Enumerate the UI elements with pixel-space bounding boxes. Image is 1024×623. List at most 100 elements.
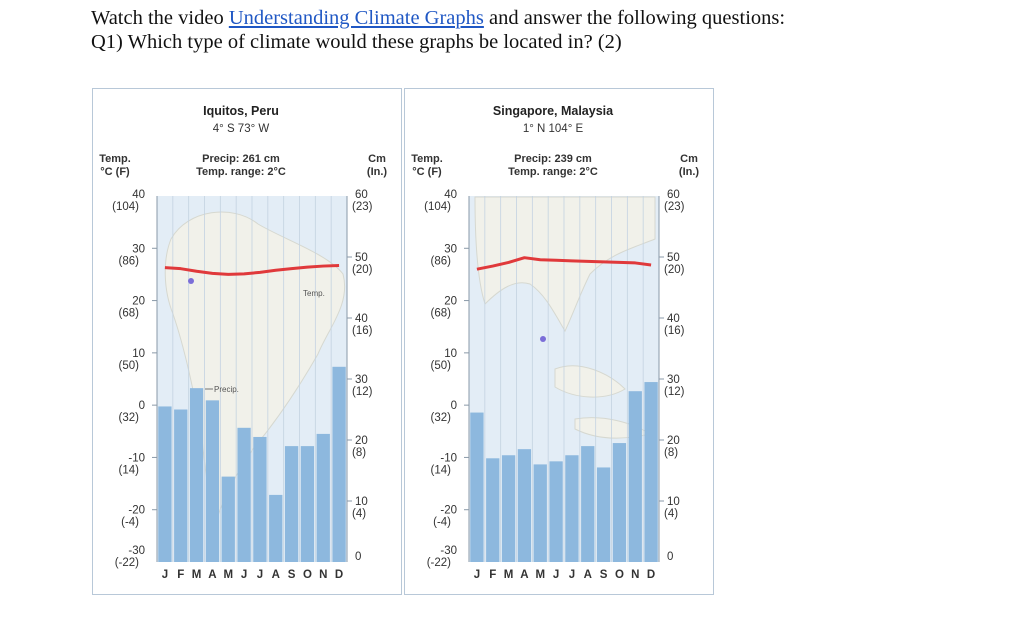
left-tick-celsius: 20 [444, 296, 457, 308]
temp-range: Temp. range: 2°C [508, 166, 598, 178]
left-axis-title: Temp. [411, 153, 443, 165]
right-tick-inches: (20) [352, 264, 373, 276]
month-label: J [162, 569, 168, 581]
precip-bar [501, 455, 516, 562]
right-tick-inches: (12) [352, 386, 373, 398]
climate-graph-svg: Singapore, Malaysia 1° N 104° E Precip: 23… [411, 104, 699, 581]
right-tick-inches: (16) [352, 325, 373, 337]
right-tick-inches: (20) [664, 264, 685, 276]
precip-bar [158, 406, 172, 562]
month-label: N [319, 569, 327, 581]
right-tick-cm: 10 [667, 496, 680, 508]
intro-prefix: Watch the video [91, 7, 229, 29]
month-label: M [192, 569, 202, 581]
temperature-line [476, 256, 652, 271]
month-label: S [600, 569, 608, 581]
left-tick-fahrenheit: (68) [431, 308, 452, 320]
question-1: Q1) Which type of climate would these gr… [91, 31, 622, 53]
video-link[interactable]: Understanding Climate Graphs [228, 7, 484, 29]
month-label: M [223, 569, 233, 581]
left-tick-celsius: -30 [440, 545, 457, 557]
location-dot [540, 336, 546, 342]
right-tick-cm: 50 [355, 252, 368, 264]
month-label: A [584, 569, 592, 581]
left-tick-fahrenheit: (104) [112, 201, 139, 213]
month-label: J [474, 569, 480, 581]
month-label: M [504, 569, 514, 581]
question-intro: Watch the video Understanding Climate Gr… [91, 6, 785, 30]
month-label: F [177, 569, 184, 581]
left-tick-celsius: 0 [451, 400, 457, 412]
left-axis-unit: °C (F) [100, 166, 130, 178]
month-label: M [535, 569, 545, 581]
precip-bar [332, 366, 346, 562]
left-tick-fahrenheit: (-22) [427, 557, 451, 569]
left-tick-fahrenheit: (50) [431, 360, 452, 372]
precip-bar [612, 443, 627, 562]
left-tick-fahrenheit: (-22) [115, 557, 139, 569]
right-tick-cm: 20 [355, 435, 368, 447]
precip-bar [174, 409, 188, 562]
left-tick-celsius: -10 [128, 452, 145, 464]
left-tick-celsius: 0 [139, 400, 145, 412]
chart-title: Iquitos, Peru [203, 104, 279, 118]
left-axis-title: Temp. [99, 153, 131, 165]
left-tick-celsius: 10 [444, 348, 457, 360]
left-tick-fahrenheit: (104) [424, 201, 451, 213]
left-tick-celsius: 30 [132, 243, 145, 255]
right-tick-inches: (8) [352, 447, 366, 459]
left-tick-celsius: -20 [440, 505, 457, 517]
month-label: J [257, 569, 263, 581]
right-axis-unit: (In.) [679, 166, 699, 178]
precip-total: Precip: 239 cm [514, 153, 592, 165]
left-tick-fahrenheit: (68) [119, 308, 140, 320]
month-label: O [615, 569, 624, 581]
right-tick-inches: (16) [664, 325, 685, 337]
precip-bar [269, 494, 283, 562]
right-tick-cm: 30 [667, 374, 680, 386]
right-tick-inches: (23) [664, 201, 685, 213]
right-tick-cm: 40 [667, 313, 680, 325]
month-label: A [272, 569, 280, 581]
chart-title: Singapore, Malaysia [493, 104, 614, 118]
precip-bar [205, 400, 220, 562]
precip-bar [189, 388, 204, 562]
left-tick-celsius: -30 [128, 545, 145, 557]
location-dot [188, 278, 194, 284]
temp-range: Temp. range: 2°C [196, 166, 286, 178]
month-label: J [241, 569, 247, 581]
left-tick-fahrenheit: (32) [431, 412, 452, 424]
left-tick-celsius: -20 [128, 505, 145, 517]
right-tick-inches: (8) [664, 447, 678, 459]
precip-bar [221, 476, 235, 562]
temp-annotation: Temp. [303, 289, 325, 298]
right-tick-cm: 60 [355, 189, 368, 201]
left-tick-celsius: 40 [444, 189, 457, 201]
precip-bar [284, 446, 299, 562]
month-label: A [208, 569, 216, 581]
left-axis-unit: °C (F) [412, 166, 442, 178]
month-label: D [335, 569, 343, 581]
right-axis-title: Cm [368, 153, 386, 165]
right-tick-cm: 40 [355, 313, 368, 325]
precip-bar [253, 436, 267, 562]
climate-graph-iquitos: Temp. Precip. Iquitos, Peru 4° S 73° W Preci… [92, 88, 402, 595]
left-tick-celsius: 30 [444, 243, 457, 255]
chart-coordinates: 1° N 104° E [523, 123, 584, 135]
right-axis-title: Cm [680, 153, 698, 165]
precip-bar [486, 458, 500, 562]
right-tick-cm: 20 [667, 435, 680, 447]
precip-bar [237, 427, 251, 562]
climate-graph-svg: Temp. Precip. Iquitos, Peru 4° S 73° W Preci… [99, 104, 387, 581]
precip-bar [316, 433, 330, 562]
right-tick-cm: 50 [667, 252, 680, 264]
month-label: D [647, 569, 655, 581]
left-tick-fahrenheit: (-4) [121, 517, 139, 529]
month-label: J [553, 569, 559, 581]
left-tick-celsius: 10 [132, 348, 145, 360]
month-label: A [520, 569, 528, 581]
precip-bar [644, 382, 658, 562]
left-tick-celsius: 20 [132, 296, 145, 308]
intro-suffix: and answer the following questions: [483, 7, 786, 29]
precip-bar [596, 467, 611, 562]
